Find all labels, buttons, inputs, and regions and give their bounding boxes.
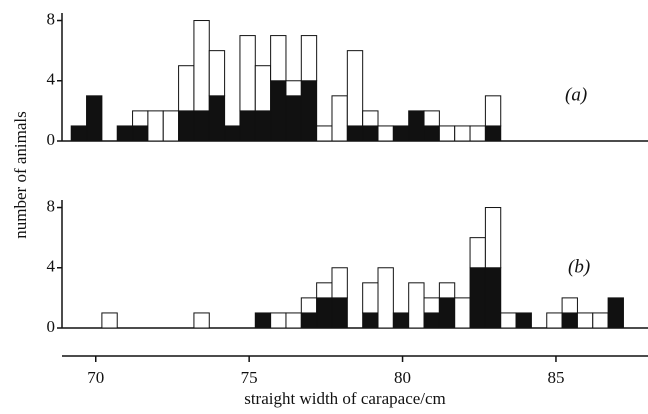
bar-segment — [300, 35, 318, 82]
bar-segment — [515, 312, 532, 329]
y-tick-label: 0 — [47, 317, 56, 336]
bar-segment — [561, 297, 578, 314]
bar-segment — [423, 297, 440, 314]
bar-segment — [132, 110, 149, 127]
bar-segment — [362, 282, 379, 314]
bar-segment — [239, 110, 256, 142]
bar-segment — [270, 35, 287, 82]
x-tick-label: 85 — [547, 368, 564, 387]
bar-segment — [392, 125, 410, 142]
x-tick-label: 70 — [87, 368, 104, 387]
bar-segment — [116, 125, 134, 142]
bar-segment — [316, 282, 333, 299]
x-tick-label: 80 — [394, 368, 411, 387]
bar-segment — [423, 110, 440, 127]
bar-segment — [70, 125, 88, 142]
bar-segment — [484, 267, 502, 329]
bar-segment — [270, 80, 287, 142]
bar-segment — [254, 110, 272, 142]
bar-segment — [408, 282, 425, 329]
bar-segment — [193, 20, 210, 112]
bar-segment — [484, 207, 502, 269]
bar-segment — [300, 312, 318, 329]
bar-segment — [454, 125, 471, 142]
bar-segment — [239, 35, 256, 112]
bar-segment — [362, 312, 379, 329]
bar-segment — [162, 110, 180, 142]
bar-segment — [132, 125, 149, 142]
bar-segment — [377, 125, 394, 142]
bar-segment — [331, 297, 348, 329]
bar-segment — [469, 125, 486, 142]
bar-segment — [438, 297, 456, 329]
bar-segment — [438, 282, 456, 299]
bar-segment — [193, 110, 210, 142]
bar-segment — [500, 312, 517, 329]
bar-segment — [607, 297, 624, 329]
bar-segment — [208, 95, 226, 142]
bar-segment — [346, 50, 364, 127]
bar-segment — [592, 312, 609, 329]
bar-segment — [86, 95, 103, 142]
bar-segment — [316, 297, 333, 329]
bar-segment — [438, 125, 456, 142]
panel-annotation: (a) — [565, 84, 587, 105]
bar-segment — [178, 110, 195, 142]
bar-segment — [469, 267, 486, 329]
bar-segment — [193, 312, 210, 329]
bar-segment — [484, 125, 502, 142]
bar-segment — [362, 125, 379, 142]
y-tick-label: 8 — [47, 9, 56, 28]
bar-segment — [331, 95, 348, 142]
bar-segment — [469, 237, 486, 269]
bar-segment — [392, 312, 410, 329]
y-tick-label: 4 — [47, 257, 56, 276]
bar-segment — [101, 312, 118, 329]
y-tick-label: 4 — [47, 70, 56, 89]
bar-segment — [423, 125, 440, 142]
bar-segment — [300, 297, 318, 314]
bar-segment — [484, 95, 502, 127]
bar-segment — [561, 312, 578, 329]
bar-segment — [285, 95, 302, 142]
bar-segment — [270, 312, 287, 329]
bar-segment — [178, 65, 195, 112]
bar-segment — [346, 125, 364, 142]
x-tick-label: 75 — [241, 368, 258, 387]
bar-segment — [576, 312, 594, 329]
bar-segment — [408, 110, 425, 142]
bar-segment — [300, 80, 318, 142]
bar-segment — [224, 125, 241, 142]
bar-segment — [285, 80, 302, 97]
bar-segment — [208, 50, 226, 97]
bar-segment — [377, 267, 394, 329]
bar-segment — [147, 110, 164, 142]
y-axis-label: number of animals — [11, 111, 30, 238]
x-axis-label: straight width of carapace/cm — [244, 389, 446, 408]
bar-segment — [316, 125, 333, 142]
bar-segment — [362, 110, 379, 127]
y-tick-label: 8 — [47, 196, 56, 215]
bar-segment — [285, 312, 302, 329]
bar-segment — [454, 297, 471, 329]
panel-annotation: (b) — [568, 256, 590, 277]
bar-segment — [254, 312, 272, 329]
bar-segment — [254, 65, 272, 112]
bar-segment — [423, 312, 440, 329]
y-tick-label: 0 — [47, 130, 56, 149]
bar-segment — [331, 267, 348, 299]
bar-segment — [546, 312, 563, 329]
